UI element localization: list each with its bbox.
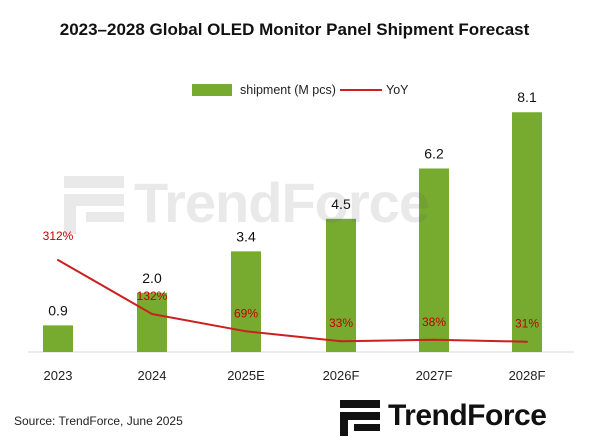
bar-2028F xyxy=(512,112,542,353)
bar-value-label-2025E: 3.4 xyxy=(236,228,256,244)
yoy-labels: 312% 132% 69% 33% 38% 31% xyxy=(43,229,540,331)
x-tick-2028F: 2028F xyxy=(509,368,546,383)
legend-bar-label: shipment (M pcs) xyxy=(240,83,336,97)
bar-value-label-2024: 2.0 xyxy=(142,270,162,286)
source-note: Source: TrendForce, June 2025 xyxy=(14,414,183,428)
yoy-point-2025E xyxy=(245,330,247,333)
bar-2027F xyxy=(419,168,449,352)
x-tick-labels: 2023 2024 2025E 2026F 2027F 2028F xyxy=(44,368,546,383)
bars xyxy=(43,112,542,353)
yoy-point-2027F xyxy=(433,338,435,341)
yoy-point-2023 xyxy=(57,259,59,261)
yoy-label-2023: 312% xyxy=(43,229,74,243)
x-tick-2026F: 2026F xyxy=(323,368,360,383)
bar-value-label-2026F: 4.5 xyxy=(331,196,351,212)
x-tick-2027F: 2027F xyxy=(416,368,453,383)
yoy-point-2026F xyxy=(340,340,342,343)
yoy-line xyxy=(57,259,528,343)
bar-2023 xyxy=(43,325,73,352)
legend-line-label: YoY xyxy=(386,83,409,97)
bar-labels: 0.9 2.0 3.4 4.5 6.2 8.1 xyxy=(48,89,537,318)
bar-value-label-2027F: 6.2 xyxy=(424,145,444,161)
x-tick-2024: 2024 xyxy=(138,368,167,383)
legend-bar-swatch xyxy=(192,84,232,96)
x-tick-2025E: 2025E xyxy=(227,368,265,383)
yoy-point-2024 xyxy=(151,313,153,315)
trendforce-logo-mark-icon xyxy=(340,400,380,436)
bar-2024 xyxy=(137,292,167,352)
bar-2025E xyxy=(231,251,261,352)
bar-value-label-2023: 0.9 xyxy=(48,302,68,318)
yoy-label-2027F: 38% xyxy=(422,315,446,329)
legend: shipment (M pcs) YoY xyxy=(192,83,409,97)
chart-title: 2023–2028 Global OLED Monitor Panel Ship… xyxy=(59,20,530,39)
yoy-label-2026F: 33% xyxy=(329,316,353,330)
yoy-label-2028F: 31% xyxy=(515,317,539,331)
yoy-label-2024: 132% xyxy=(137,289,168,303)
bar-value-label-2028F: 8.1 xyxy=(517,89,537,105)
x-tick-2023: 2023 xyxy=(44,368,73,383)
trendforce-logo: TrendForce xyxy=(340,398,580,438)
yoy-point-2028F xyxy=(526,340,528,343)
trendforce-logo-text: TrendForce xyxy=(388,399,547,432)
bar-2026F xyxy=(326,218,356,352)
yoy-label-2025E: 69% xyxy=(234,306,258,320)
yoy-line-group xyxy=(57,259,528,343)
